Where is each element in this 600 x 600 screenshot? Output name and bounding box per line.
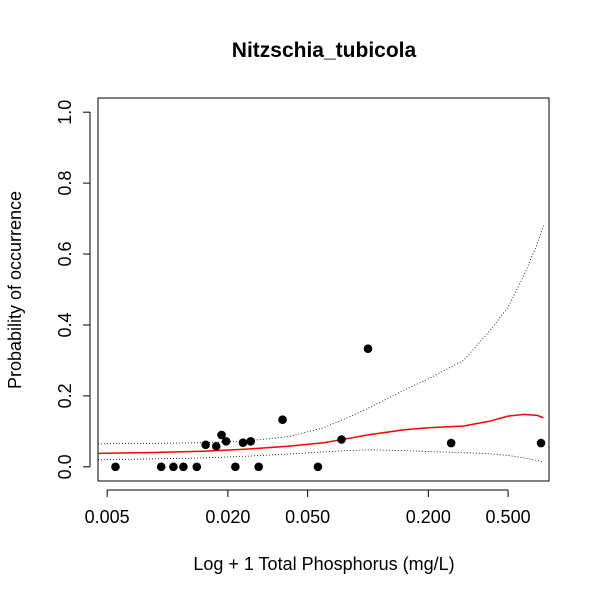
data-point [231,462,240,472]
data-point [169,462,178,472]
x-tick-label: 0.005 [85,507,130,527]
data-point [211,441,221,451]
confidence-band [97,225,544,463]
ci-upper-line [97,225,544,445]
data-point [192,462,202,472]
y-axis: 0.0 0.2 0.4 0.6 0.8 1.0 [55,100,91,479]
data-point [238,438,248,448]
data-point [536,438,546,448]
y-tick-label: 0.4 [55,312,75,337]
data-point [221,436,231,446]
y-tick-label: 0.2 [55,383,75,408]
x-tick-label: 0.500 [486,507,531,527]
data-point [246,436,255,446]
chart-title: Nitzschia_tubicola [232,39,417,62]
x-axis-label: Log + 1 Total Phosphorus (mg/L) [193,554,454,574]
x-tick-label: 0.020 [205,507,250,527]
data-point [156,462,166,472]
data-point [446,438,456,448]
y-tick-label: 0.6 [55,242,75,267]
data-point [313,462,323,472]
y-tick-label: 0.0 [55,454,75,479]
y-tick-label: 1.0 [55,100,75,125]
fit-curve [97,413,544,455]
data-point [111,462,120,472]
plot-frame [97,97,550,482]
x-axis: 0.005 0.020 0.050 0.200 0.500 [85,489,531,527]
data-points [111,344,546,472]
fit-line [97,413,544,455]
data-point [201,440,210,450]
data-point [337,435,346,444]
data-point [363,344,373,354]
y-tick-label: 0.8 [55,171,75,196]
data-point [179,462,188,472]
data-point [278,415,287,424]
data-point [254,462,263,472]
y-axis-label: Probability of occurrence [5,191,25,389]
data-point [217,430,226,440]
x-tick-label: 0.200 [406,507,451,527]
x-tick-label: 0.050 [285,507,330,527]
